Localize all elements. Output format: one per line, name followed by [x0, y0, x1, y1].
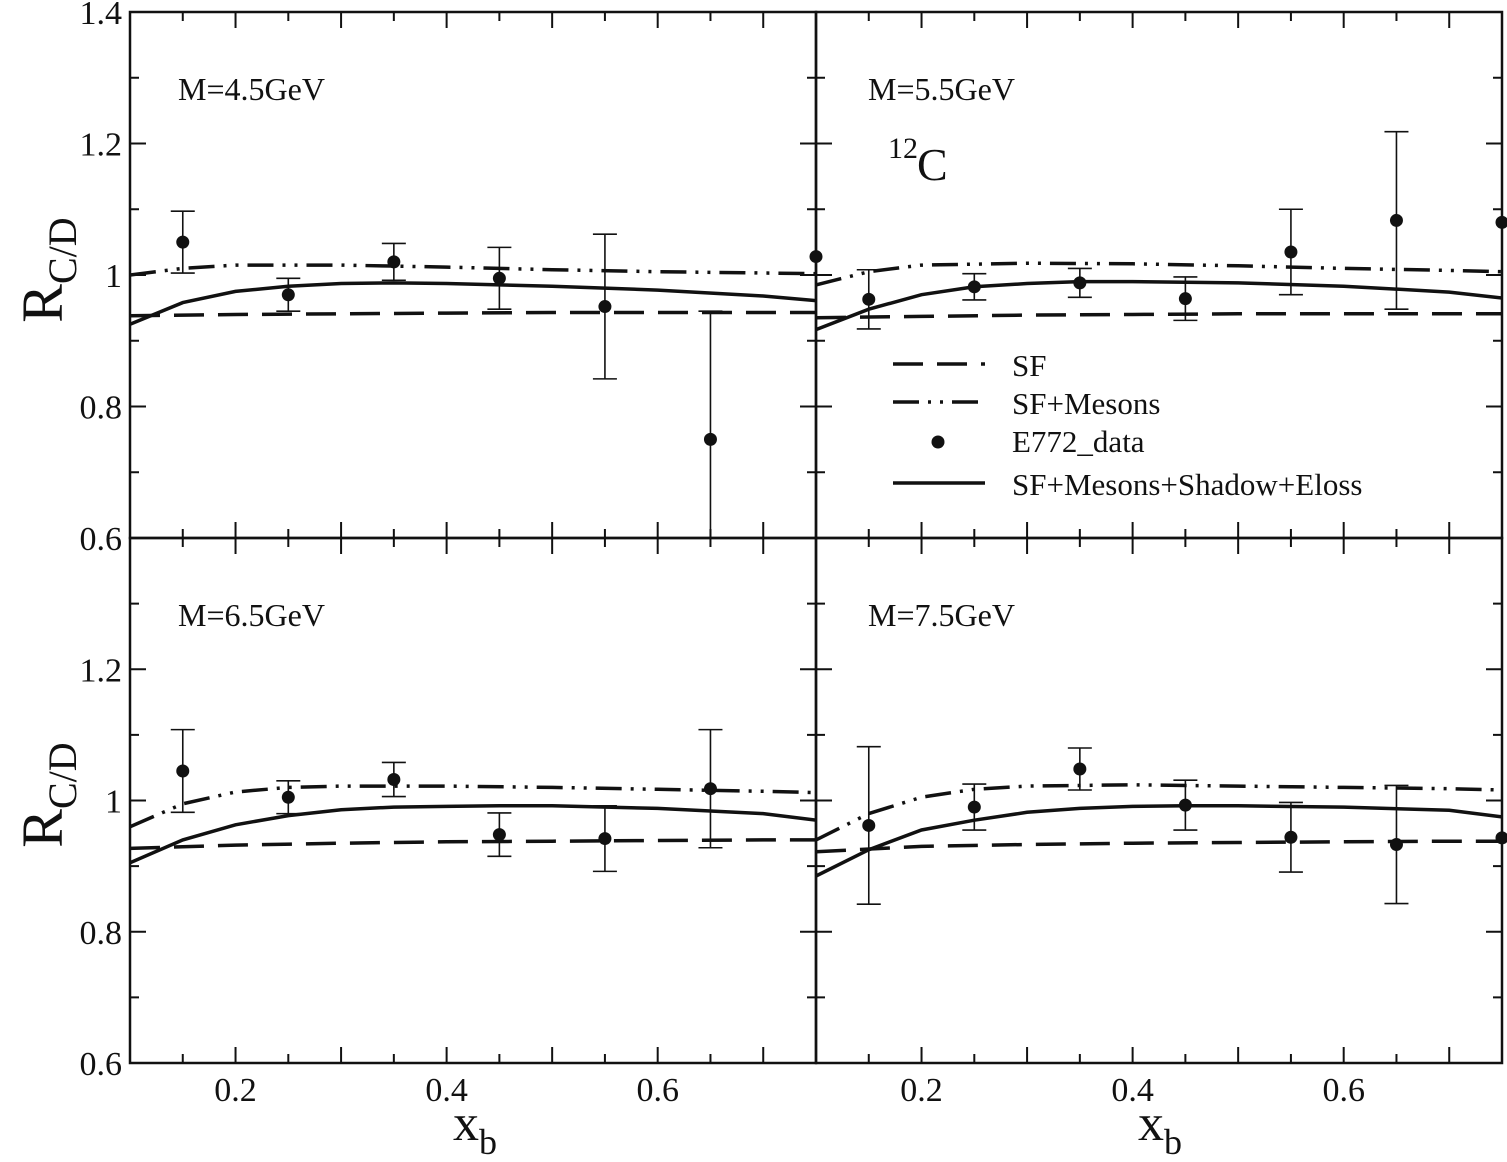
y-tick-label: 1	[105, 784, 122, 821]
data-point	[1178, 292, 1192, 306]
data-point	[967, 280, 981, 294]
data-point	[862, 818, 876, 832]
panel-label: M=7.5GeV	[868, 597, 1015, 633]
y-tick-label: 0.8	[80, 390, 123, 427]
legend-entry-sf: SF	[893, 348, 1046, 383]
data-point	[176, 764, 190, 778]
panel-label: M=4.5GeV	[178, 71, 325, 107]
x-tick-label: 0.4	[1111, 1072, 1154, 1109]
x-tick-label: 0.6	[636, 1072, 679, 1109]
data-point	[1284, 245, 1298, 259]
y-tick-label: 0.6	[80, 521, 123, 558]
data-point	[387, 255, 401, 269]
curve-sf	[130, 310, 816, 318]
curve-sfm	[816, 261, 1502, 287]
data-point	[492, 828, 506, 842]
legend-label: E772_data	[1012, 424, 1145, 459]
y-axis-label-bottom-main: R	[10, 809, 75, 848]
curve-full	[130, 804, 816, 865]
data-point	[862, 292, 876, 306]
curves	[130, 263, 816, 326]
curve-full	[816, 804, 1502, 878]
curve-sf	[816, 312, 1502, 320]
curves	[816, 261, 1502, 332]
data-point	[703, 432, 717, 446]
y-axis-label-top-sub: C/D	[40, 217, 85, 284]
legend-entry-full: SF+Mesons+Shadow+Eloss	[893, 467, 1362, 502]
data-point	[1495, 831, 1507, 845]
data-point	[281, 790, 295, 804]
y-axis-label-bottom-sub: C/D	[40, 742, 85, 809]
legend-entry-data: E772_data	[931, 424, 1145, 459]
y-tick-label: 1	[105, 258, 122, 295]
data-points	[809, 130, 1507, 330]
panel-bl: 0.6 0.8 1 1.2 0.2 0.4 0.6 M=6.5GeV	[80, 536, 818, 1109]
data-point	[492, 271, 506, 285]
axis-titles: RC/D RC/D xb xb	[10, 217, 1182, 1162]
data-point	[387, 773, 401, 786]
panels: 0.60.811.21.4M=4.5GeV M=5.5GeV0.60.811.20…	[80, 0, 1507, 1109]
data-point	[176, 235, 190, 249]
x-axis-label-left-sub: b	[479, 1122, 497, 1162]
data-point	[809, 250, 823, 264]
nucleus-symbol: C	[917, 139, 948, 190]
data-point	[1284, 830, 1298, 844]
x-tick-label: 0.2	[900, 1072, 943, 1109]
x-axis-label-right: xb	[1138, 1095, 1182, 1162]
data-points	[856, 745, 1507, 905]
x-tick-label: 0.2	[214, 1072, 257, 1109]
x-tick-label: 0.4	[425, 1072, 468, 1109]
x-axis-label-left: xb	[453, 1095, 497, 1162]
legend-label: SF+Mesons	[1012, 386, 1160, 421]
x-axis-label-right-main: x	[1138, 1095, 1164, 1152]
data-point	[703, 782, 717, 796]
y-tick-label: 0.8	[80, 915, 123, 952]
curve-full	[816, 279, 1502, 332]
x-axis-label-right-sub: b	[1164, 1122, 1182, 1162]
data-point	[1073, 276, 1087, 290]
panel-tl: 0.6 0.8 1 1.2 1.4 M=4.5GeV	[80, 0, 818, 558]
y-tick-label: 1.2	[80, 652, 123, 689]
curves	[816, 783, 1502, 878]
y-tick-label: 0.6	[80, 1046, 123, 1083]
legend-marker	[931, 435, 945, 449]
curves	[130, 784, 816, 865]
y-axis-label-bottom: RC/D	[10, 742, 85, 847]
y-axis-label-top: RC/D	[10, 217, 85, 322]
data-point	[281, 288, 295, 302]
legend-label: SF	[1012, 348, 1046, 383]
data-point	[1178, 798, 1192, 812]
curve-full	[130, 281, 816, 326]
x-axis-label-left-main: x	[453, 1095, 479, 1152]
curve-sfm	[130, 263, 816, 277]
y-axis-label-top-main: R	[10, 284, 75, 323]
curve-sfm	[130, 784, 816, 829]
legend-label: SF+Mesons+Shadow+Eloss	[1012, 467, 1362, 502]
data-point	[598, 832, 612, 846]
panel-label: M=6.5GeV	[178, 597, 325, 633]
y-tick-label: 1.4	[80, 0, 123, 32]
data-point	[598, 300, 612, 314]
data-point	[1389, 213, 1403, 227]
panel-br: 0.2 0.4 0.6 M=7.5GeV	[814, 536, 1507, 1109]
data-point	[1389, 837, 1403, 851]
data-point	[1073, 762, 1087, 776]
data-point	[1495, 215, 1507, 229]
data-points	[170, 210, 723, 538]
nucleus-label: 12 C	[888, 132, 948, 190]
panel-label: M=5.5GeV	[868, 71, 1015, 107]
panel-tr: M=5.5GeV	[809, 10, 1507, 540]
nucleus-mass-number: 12	[888, 132, 918, 165]
curve-sf	[816, 839, 1502, 854]
x-tick-label: 0.6	[1322, 1072, 1365, 1109]
data-point	[967, 800, 981, 814]
y-tick-label: 1.2	[80, 127, 123, 164]
data-points	[170, 728, 723, 873]
legend-entry-sfm: SF+Mesons	[893, 386, 1160, 421]
